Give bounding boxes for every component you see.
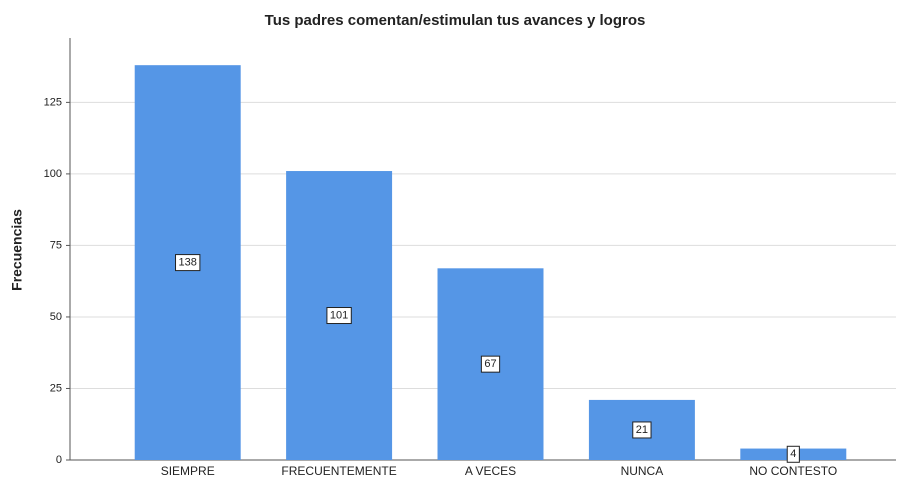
data-label: 138 [179,256,197,268]
data-label: 101 [330,309,348,321]
chart-title: Tus padres comentan/estimulan tus avance… [265,12,646,29]
x-tick-label: NUNCA [621,464,664,477]
x-tick-label: A VECES [465,464,516,477]
data-label-box [786,445,800,463]
y-tick-label: 125 [44,96,62,108]
x-tick-label: SIEMPRE [161,464,215,477]
data-label-box [175,254,201,272]
y-tick-label: 25 [50,382,62,394]
y-tick-label: 100 [44,168,62,180]
y-tick-label: 50 [50,311,62,323]
x-tick-label: FRECUENTEMENTE [281,464,396,477]
y-tick-label: 75 [50,239,62,251]
y-tick-label: 0 [56,454,62,466]
y-axis-label: Frecuencias [9,209,25,291]
data-label: 4 [790,448,796,460]
data-label: 21 [636,424,648,436]
data-label-box [632,421,652,439]
data-label: 67 [484,358,496,370]
data-label-box [326,307,352,325]
x-tick-label: NO CONTESTO [749,464,837,477]
data-label-box [480,355,501,373]
